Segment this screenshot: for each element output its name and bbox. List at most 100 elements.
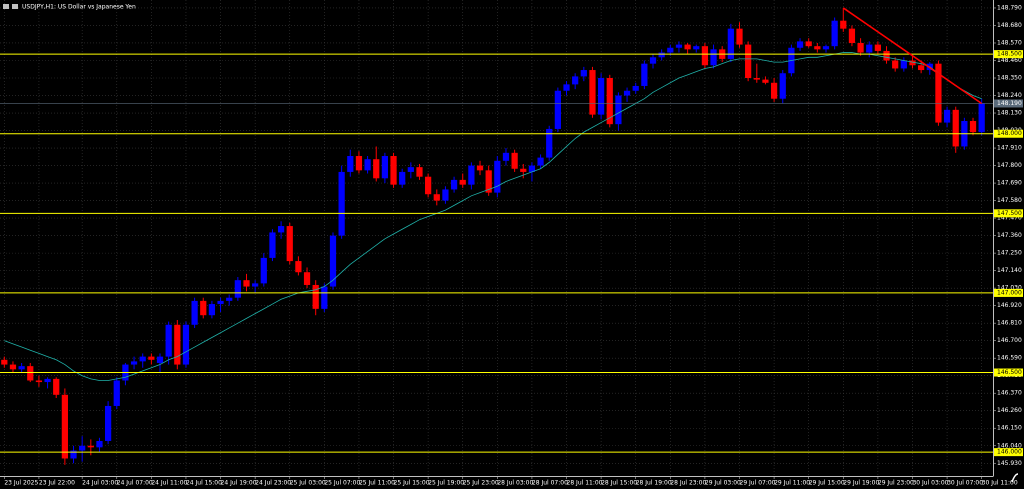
candle-body [35,380,43,383]
x-tick-label: 28 Jul 15:00 [601,480,637,487]
y-tick-label: 148.680 [997,22,1022,29]
y-tick-label: 147.580 [997,197,1022,204]
candle-body [606,78,613,125]
candle-body [822,46,830,50]
candle-body [243,280,250,287]
candle-body [381,156,388,179]
level-label-box [994,448,1023,457]
y-tick-label: 147.360 [997,232,1022,239]
level-label-box [994,129,1023,138]
x-tick-label: 24 Jul 15:00 [186,480,222,487]
y-tick-label: 146.590 [997,355,1022,362]
x-tick-label: 29 Jul 19:00 [843,480,879,487]
candle-body [900,60,907,69]
level-label: 147.000 [997,289,1022,296]
candle-body [649,57,657,64]
x-tick-label: 29 Jul 15:00 [809,480,845,487]
x-tick-label: 28 Jul 03:00 [497,480,533,487]
candle-body [53,378,60,395]
candle-body [563,84,570,91]
candle-body [79,445,86,451]
x-tick-label: 30 Jul 03:00 [912,480,948,487]
candle-body [373,159,380,179]
candle-body [684,44,691,50]
candle-body [329,235,337,287]
y-tick-label: 146.150 [997,425,1022,432]
y-tick-label: 146.920 [997,302,1022,309]
title-block: USDJPY,H1: US Dollar vs Japanese Yen [3,4,136,11]
candle-body [943,109,951,123]
candle-body [814,46,821,50]
candle-body [174,324,181,365]
candle-body [572,76,579,85]
y-tick-label: 148.460 [997,57,1022,64]
x-tick-label: 28 Jul 19:00 [636,480,672,487]
y-tick-label: 146.700 [997,337,1022,344]
candle-body [598,78,605,115]
candle-body [148,356,155,360]
candle-body [27,366,34,381]
candle-body [883,50,890,61]
x-tick-label: 24 Jul 23:00 [255,480,291,487]
candle-body [520,168,527,172]
x-tick-label: 24 Jul 07:00 [117,480,153,487]
y-tick-label: 147.030 [997,285,1022,292]
x-tick-label: 24 Jul 03:00 [82,480,118,487]
candle-body [191,300,198,325]
candle-body [528,165,536,172]
candle-body [165,324,172,357]
x-tick-label: 28 Jul 11:00 [567,480,603,487]
candle-body [208,304,216,316]
candle-body [736,28,743,45]
candle-body [286,226,293,262]
x-tick-label: 28 Jul 07:00 [532,480,568,487]
candle-body [918,65,925,71]
candle-body [364,159,371,171]
candle-body [295,261,302,273]
candle-body [96,440,103,448]
x-tick-label: 25 Jul 11:00 [359,480,395,487]
candle-body [234,280,241,298]
x-tick-label: 25 Jul 07:00 [324,480,360,487]
candle-body [909,60,916,66]
candle-body [468,165,475,185]
candle-body [303,272,311,285]
y-tick-label: 146.370 [997,390,1022,397]
candle-body [139,356,146,362]
candle-body [857,42,864,53]
current-price-box [994,99,1023,108]
y-tick-label: 146.040 [997,442,1022,449]
candle-body [156,356,164,363]
candle-body [805,41,812,47]
candle-body [459,179,466,185]
candle-body [18,366,25,370]
y-tick-label: 146.260 [997,407,1022,414]
x-tick-label: 30 Jul 11:00 [982,480,1018,487]
level-label: 147.500 [997,210,1022,217]
candle-body [502,152,510,161]
candle-body [546,128,553,158]
y-tick-label: 147.800 [997,162,1022,169]
candle-body [554,90,561,129]
candle-body [969,120,977,133]
y-tick-label: 147.140 [997,267,1022,274]
x-tick-label: 29 Jul 07:00 [740,480,776,487]
candle-body [580,70,587,77]
candle-body [589,70,596,115]
candle-body [641,63,648,86]
candle-body [935,63,942,123]
candle-body [667,47,674,53]
candle-body [355,156,363,171]
icon [12,4,18,9]
candle-body [252,283,259,287]
candle-body [450,179,458,190]
candle-body [347,156,354,172]
candle-body [200,300,207,316]
candle-body [632,85,639,91]
y-tick-label: 147.690 [997,180,1022,187]
level-label: 148.500 [997,51,1022,58]
candle-body [693,46,700,50]
icon [3,4,9,9]
